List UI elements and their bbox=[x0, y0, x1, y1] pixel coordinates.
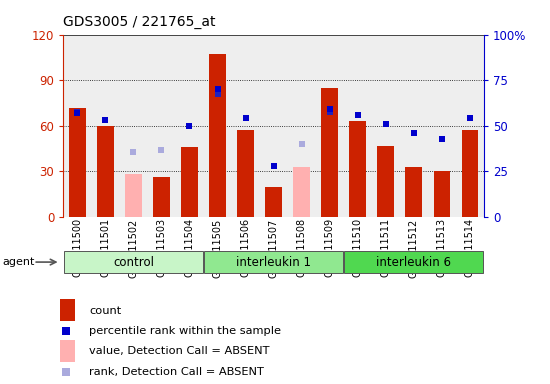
Bar bbox=[125, 174, 142, 217]
Bar bbox=[405, 167, 422, 217]
Bar bbox=[433, 171, 450, 217]
Bar bbox=[59, 299, 74, 321]
Bar bbox=[321, 88, 338, 217]
Bar bbox=[377, 146, 394, 217]
Text: percentile rank within the sample: percentile rank within the sample bbox=[89, 326, 282, 336]
Text: control: control bbox=[113, 256, 154, 268]
Text: rank, Detection Call = ABSENT: rank, Detection Call = ABSENT bbox=[89, 367, 264, 377]
Bar bbox=[349, 121, 366, 217]
Bar bbox=[97, 126, 114, 217]
Bar bbox=[237, 130, 254, 217]
Bar bbox=[209, 54, 226, 217]
Bar bbox=[69, 108, 86, 217]
Bar bbox=[59, 339, 74, 362]
Text: value, Detection Call = ABSENT: value, Detection Call = ABSENT bbox=[89, 346, 270, 356]
Bar bbox=[64, 251, 203, 273]
Bar bbox=[181, 147, 198, 217]
Text: interleukin 6: interleukin 6 bbox=[376, 256, 452, 268]
Bar bbox=[204, 251, 343, 273]
Bar bbox=[265, 187, 282, 217]
Bar bbox=[461, 130, 478, 217]
Text: GDS3005 / 221765_at: GDS3005 / 221765_at bbox=[63, 15, 216, 29]
Bar bbox=[344, 251, 483, 273]
Text: count: count bbox=[89, 306, 122, 316]
Bar bbox=[153, 177, 170, 217]
Text: interleukin 1: interleukin 1 bbox=[236, 256, 311, 268]
Text: agent: agent bbox=[3, 257, 35, 267]
Bar bbox=[293, 167, 310, 217]
